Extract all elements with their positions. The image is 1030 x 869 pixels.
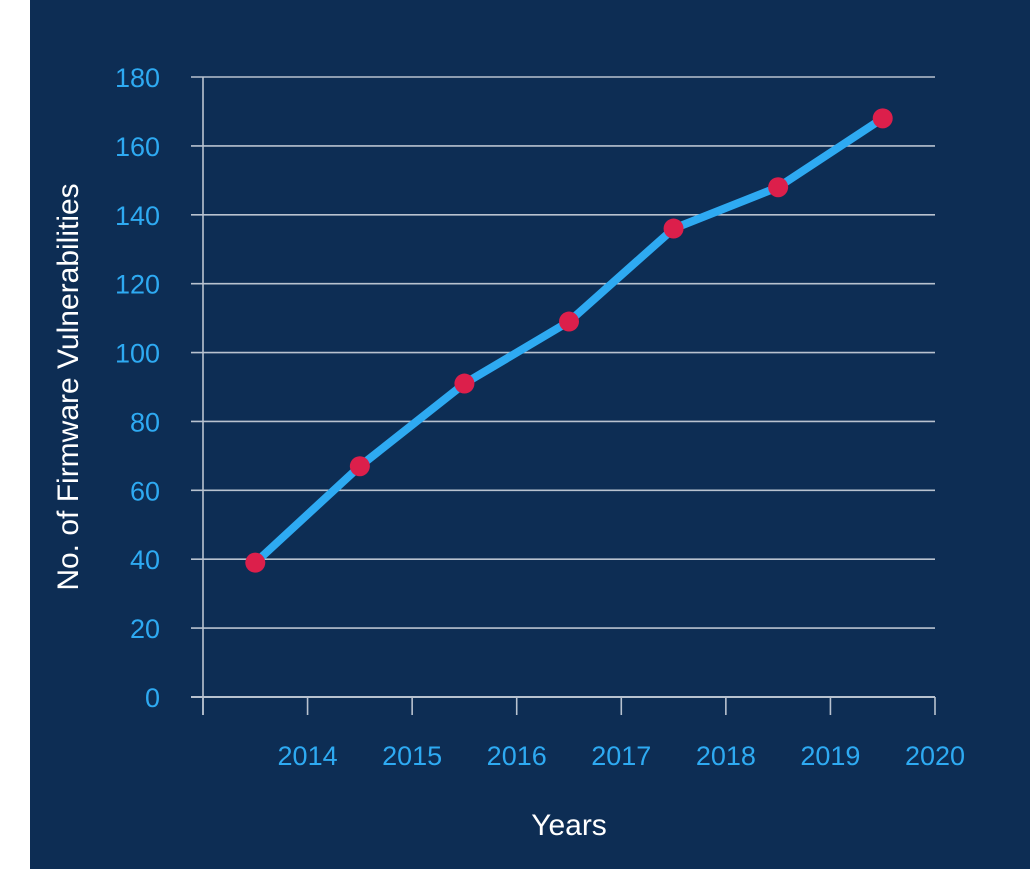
y-tick-label-120: 120 — [115, 270, 160, 300]
y-tick-label-60: 60 — [130, 476, 160, 506]
series-line-0 — [251, 114, 887, 567]
x-tick-label-2016: 2016 — [487, 741, 547, 771]
x-tick-label-2014: 2014 — [278, 741, 338, 771]
chart-panel — [30, 0, 1030, 869]
x-tick-label-2015: 2015 — [382, 741, 442, 771]
data-point-2014 — [245, 552, 266, 573]
data-point-2015 — [349, 456, 370, 477]
data-point-2020 — [872, 108, 893, 129]
y-axis-title: No. of Firmware Vulnerabilities — [52, 183, 85, 590]
y-tick-label-140: 140 — [115, 201, 160, 231]
y-tick-label-20: 20 — [130, 614, 160, 644]
y-tick-label-180: 180 — [115, 63, 160, 93]
x-tick-label-2020: 2020 — [905, 741, 965, 771]
x-tick-label-2018: 2018 — [696, 741, 756, 771]
x-axis-title: Years — [531, 809, 607, 842]
data-point-2017 — [559, 311, 579, 332]
y-tick-labels: 0 20 40 60 80 100 120 140 160 180 — [115, 63, 160, 713]
gridlines — [191, 76, 935, 698]
x-tick-label-2017: 2017 — [591, 741, 651, 771]
series-layer — [245, 108, 893, 573]
y-tick-label-100: 100 — [115, 339, 160, 369]
data-point-2019 — [768, 177, 789, 198]
y-tick-label-40: 40 — [130, 545, 160, 575]
axes — [202, 77, 936, 715]
y-tick-label-0: 0 — [145, 683, 160, 713]
data-point-2018 — [663, 218, 684, 239]
y-tick-label-160: 160 — [115, 132, 160, 162]
data-point-2016 — [454, 373, 475, 394]
y-tick-label-80: 80 — [130, 407, 160, 437]
x-tick-label-2019: 2019 — [800, 741, 860, 771]
x-tick-labels: 2014 2015 2016 2017 2018 2019 2020 — [278, 741, 966, 771]
